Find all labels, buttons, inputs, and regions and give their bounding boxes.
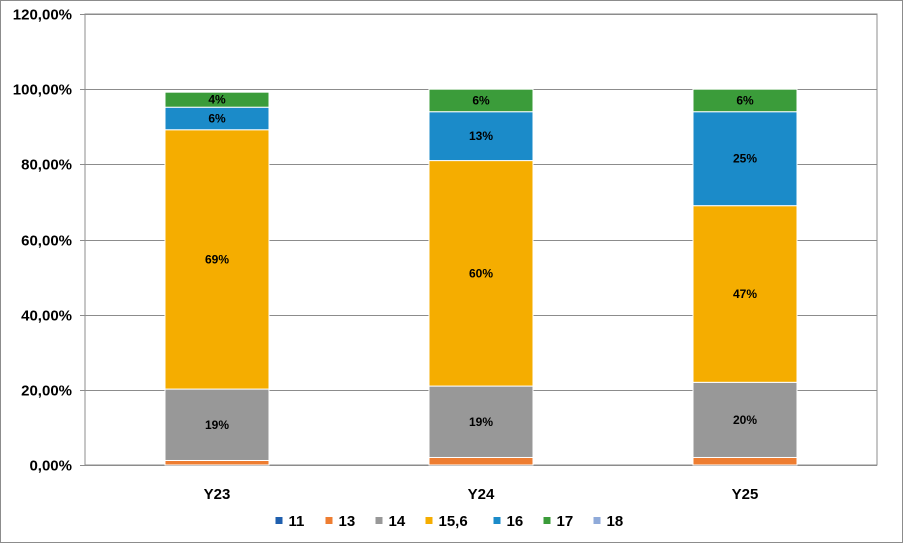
legend-swatch xyxy=(593,517,601,524)
y-tick-label: 40,00% xyxy=(21,308,72,325)
legend-label: 18 xyxy=(607,513,624,530)
y-axis: 0,00% 20,00% 40,00% 60,00% 80,00% 100,00% 120,… xyxy=(13,7,85,475)
bar-segment xyxy=(692,111,798,207)
data-label: 25% xyxy=(733,152,757,166)
legend-item: 17 xyxy=(543,513,574,530)
data-labels: 19% 69% 6% 4% 19% 60% 13% 6% 20% 47% 25% 6% xyxy=(205,93,757,432)
data-label: 47% xyxy=(733,287,757,301)
legend-swatch xyxy=(375,517,383,524)
data-label: 69% xyxy=(205,252,229,266)
data-label: 60% xyxy=(469,266,493,280)
bar-segment xyxy=(428,385,534,458)
data-label: 6% xyxy=(736,93,754,107)
bar-segment xyxy=(692,456,798,466)
legend-swatch xyxy=(543,517,551,524)
y-tick-label: 100,00% xyxy=(13,82,72,99)
legend-item: 16 xyxy=(493,513,524,530)
legend-item: 14 xyxy=(375,513,406,530)
bar-segment xyxy=(164,459,270,466)
legend-item: 18 xyxy=(593,513,624,530)
bar-segment xyxy=(692,205,798,383)
bar-segment xyxy=(428,160,534,387)
bar-segment xyxy=(428,88,534,113)
legend-label: 11 xyxy=(289,513,305,530)
bars xyxy=(164,88,798,466)
bar-segment xyxy=(164,388,270,461)
legend-label: 15,6 xyxy=(439,513,468,530)
data-label: 19% xyxy=(205,418,229,432)
legend-swatch xyxy=(425,517,433,524)
x-tick-label: Y24 xyxy=(468,486,495,503)
bar-segment xyxy=(164,91,270,108)
legend-item: 13 xyxy=(325,513,356,530)
bar-segment xyxy=(692,381,798,458)
legend-item: 15,6 xyxy=(425,513,468,530)
data-label: 4% xyxy=(208,93,226,107)
y-tick-label: 0,00% xyxy=(29,458,72,475)
data-label: 19% xyxy=(469,415,493,429)
legend-swatch xyxy=(493,517,501,524)
bar-segment xyxy=(428,456,534,466)
y-tick-label: 20,00% xyxy=(21,383,72,400)
y-tick-label: 120,00% xyxy=(13,7,72,24)
bar-segment xyxy=(164,129,270,390)
legend-swatch xyxy=(275,517,283,524)
legend-item: 11 xyxy=(275,513,305,530)
legend: 11 13 14 15,6 16 17 18 xyxy=(275,513,624,530)
data-label: 6% xyxy=(472,93,490,107)
data-label: 20% xyxy=(733,413,757,427)
data-label: 13% xyxy=(469,129,493,143)
legend-swatch xyxy=(325,517,333,524)
y-tick-label: 80,00% xyxy=(21,157,72,174)
x-tick-label: Y25 xyxy=(732,486,759,503)
x-axis: Y23 Y24 Y25 xyxy=(204,486,759,503)
data-label: 6% xyxy=(208,111,226,125)
y-tick-label: 60,00% xyxy=(21,233,72,250)
legend-label: 14 xyxy=(389,513,406,530)
x-tick-label: Y23 xyxy=(204,486,231,503)
legend-label: 16 xyxy=(507,513,524,530)
legend-label: 17 xyxy=(557,513,574,530)
legend-label: 13 xyxy=(339,513,356,530)
bar-segment xyxy=(692,88,798,113)
